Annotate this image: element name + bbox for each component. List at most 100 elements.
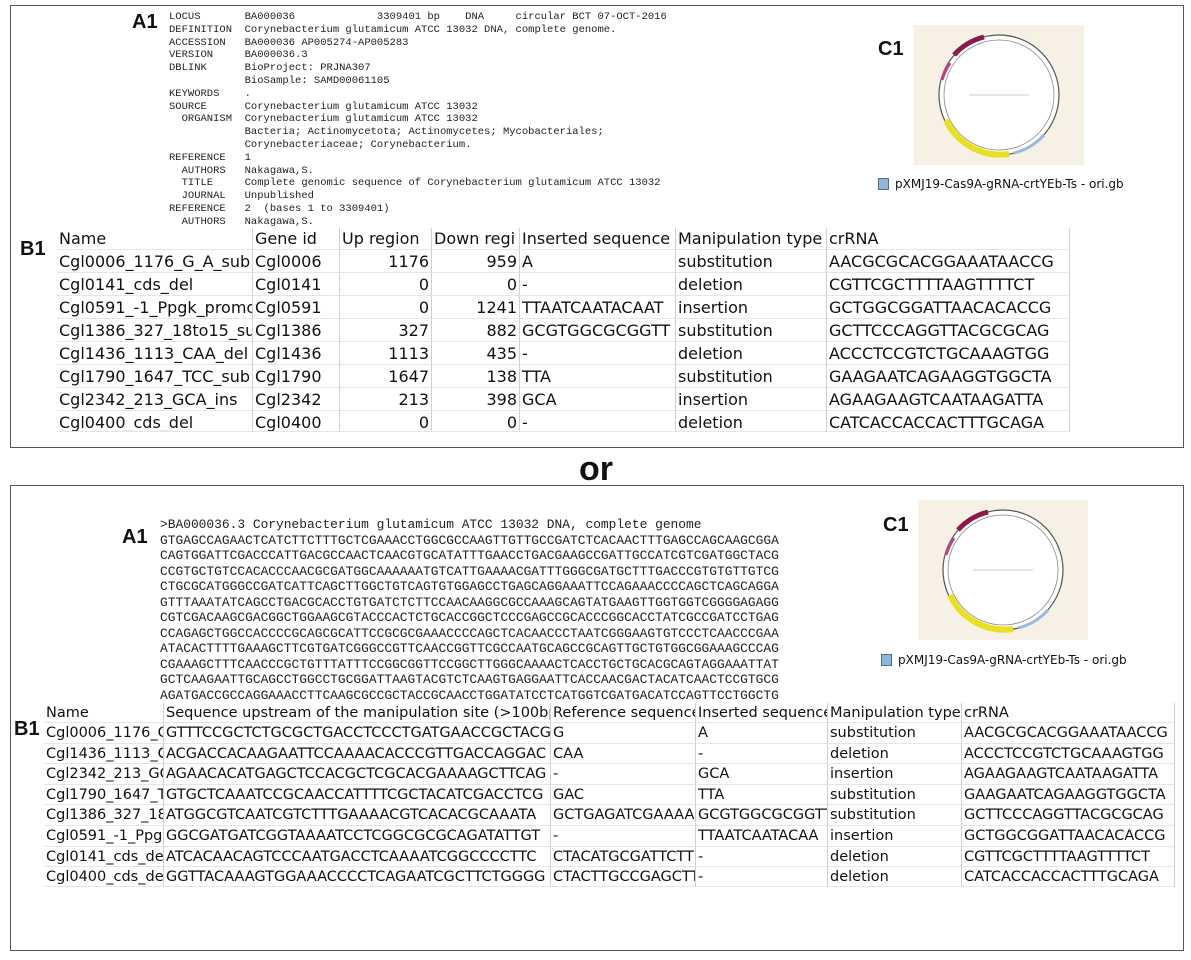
- plasmid-map: [918, 500, 1088, 640]
- table-header-cell: Down regi: [432, 228, 520, 250]
- table-cell: Cgl1386_327_18to15_sub: [57, 319, 253, 342]
- table-cell: deletion: [828, 743, 962, 765]
- table-cell: TTA: [696, 784, 828, 806]
- table-cell: deletion: [676, 411, 827, 432]
- table-cell: deletion: [828, 867, 962, 887]
- panel-box: [10, 5, 1184, 448]
- table-cell: 1113: [340, 342, 432, 365]
- table-header-cell: Name: [44, 703, 164, 723]
- table-cell: GAC: [551, 784, 696, 806]
- table-header-cell: Name: [57, 228, 253, 250]
- table-cell: ATCACAACAGTCCCAATGACCTCAAAATCGGCCCCTTC: [164, 846, 551, 868]
- table-cell: GGCGATGATCGGTAAAATCCTCGGCGCGCAGATATTGT: [164, 826, 551, 847]
- table-cell: GCTGGCGGATTAACACACCG: [827, 296, 1070, 319]
- sequence-text-line: CCGTGCTGTCCACACCCAACGCGATGGCAAAAAATGTCAT…: [160, 563, 779, 579]
- table-cell: 1241: [432, 296, 520, 319]
- table-cell: 435: [432, 342, 520, 365]
- table-cell: GGTTACAAAGTGGAAACCCCTCAGAATCGCTTCTGGGG: [164, 867, 551, 887]
- sequence-text-line: DBLINK BioProject: PRJNA307: [169, 62, 371, 75]
- table-cell: CGTTCGCTTTTAAGTTTTCT: [962, 846, 1175, 868]
- table-cell: 138: [432, 365, 520, 388]
- sequence-text-line: AUTHORS Nakagawa,S.: [169, 164, 314, 177]
- table-cell: Cgl1436_1113_CAA_del: [57, 342, 253, 365]
- table-cell: CGTTCGCTTTTAAGTTTTCT: [827, 273, 1070, 296]
- table-cell: substitution: [828, 784, 962, 806]
- table-cell: CATCACCACCACTTTGCAGA: [827, 411, 1070, 432]
- table-cell: insertion: [828, 826, 962, 847]
- table-cell: 0: [340, 273, 432, 296]
- table-cell: substitution: [676, 319, 827, 342]
- table-cell: 213: [340, 388, 432, 411]
- table-cell: Cgl0591: [253, 296, 340, 319]
- table-cell: Cgl0400_cds_del: [57, 411, 253, 432]
- table-cell: -: [696, 743, 828, 765]
- table-cell: insertion: [676, 388, 827, 411]
- table-header-cell: crRNA: [962, 703, 1175, 723]
- table-header-cell: Inserted sequence: [696, 703, 828, 723]
- table-cell: AGAACACATGAGCTCCACGCTCGCACGAAAAGCTTCAG: [164, 764, 551, 785]
- table-cell: deletion: [676, 342, 827, 365]
- sequence-text-line: ACCESSION BA000036 AP005274-AP005283: [169, 36, 409, 49]
- table-cell: Cgl0400: [253, 411, 340, 432]
- table-cell: Cgl0591_-1_Ppgk: [44, 826, 164, 847]
- sequence-text-line: REFERENCE 1: [169, 151, 251, 164]
- section-label: C1: [883, 514, 909, 536]
- table-cell: GCTGGCGGATTAACACACCG: [962, 826, 1175, 847]
- table-cell: Cgl0591_-1_Ppgk_promo: [57, 296, 253, 319]
- sequence-text-line: AGATGACCGCCAGGAAACCTTCAAGCGCCGCTACCGCAAC…: [160, 687, 779, 703]
- table-cell: AACGCGCACGGAAATAACCG: [827, 250, 1070, 273]
- file-icon: [878, 178, 889, 190]
- table-cell: insertion: [676, 296, 827, 319]
- table-cell: Cgl2342: [253, 388, 340, 411]
- table-cell: substitution: [676, 250, 827, 273]
- table-header-cell: crRNA: [827, 228, 1070, 250]
- table-cell: ATGGCGTCAATCGTCTTTGAAAACGTCACACGCAAATA: [164, 805, 551, 826]
- sequence-text-line: GTGAGCCAGAACTCATCTTCTTTGCTCGAAACCTGGCGCC…: [160, 532, 779, 548]
- file-icon: [881, 654, 892, 666]
- table-cell: Cgl0141_cds_del: [44, 846, 164, 868]
- table-cell: 327: [340, 319, 432, 342]
- table-cell: ACGACCACAAGAATTCCAAAACACCCGTTGACCAGGAC: [164, 743, 551, 765]
- table-cell: GCTGAGATCGAAAA: [551, 805, 696, 826]
- table-cell: GCA: [520, 388, 676, 411]
- table-header-cell: Sequence upstream of the manipulation si…: [164, 703, 551, 723]
- sequence-text-line: CTGCGCATGGGCCGATCATTCAGCTTGGCTGTCAGTGTGG…: [160, 579, 779, 594]
- table-cell: Cgl1790: [253, 365, 340, 388]
- table-cell: Cgl0006: [253, 250, 340, 273]
- sequence-text-line: VERSION BA000036.3: [169, 49, 308, 62]
- section-label: B1: [20, 238, 46, 260]
- table-cell: Cgl1436_1113_CA: [44, 743, 164, 765]
- table-cell: TTAATCAATACAAT: [520, 296, 676, 319]
- table-header-cell: Manipulation type: [676, 228, 827, 250]
- table-cell: -: [551, 764, 696, 785]
- table-cell: CTACATGCGATTCTT: [551, 846, 696, 868]
- table-cell: substitution: [676, 365, 827, 388]
- table-cell: Cgl2342_213_GCA_ins: [57, 388, 253, 411]
- table-cell: -: [696, 846, 828, 868]
- sequence-text-line: GTTTAAATATCAGCCTGACGCACCTGTGATCTCTTCCAAC…: [160, 594, 779, 610]
- table-cell: GCGTGGCGCGGTT: [696, 805, 828, 826]
- table-cell: Cgl2342_213_GC: [44, 764, 164, 785]
- table-cell: G: [551, 723, 696, 744]
- table-cell: A: [696, 723, 828, 744]
- table-cell: substitution: [828, 805, 962, 826]
- sequence-text-line: JOURNAL Unpublished: [169, 190, 314, 203]
- table-cell: ACCCTCCGTCTGCAAAGTGG: [962, 743, 1175, 765]
- panel-box: [10, 485, 1184, 951]
- table-cell: 1176: [340, 250, 432, 273]
- table-cell: TTA: [520, 365, 676, 388]
- table-cell: GTTTCCGCTCTGCGCTGACCTCCCTGATGAACCGCTACG: [164, 723, 551, 744]
- table-cell: Cgl1436: [253, 342, 340, 365]
- section-label: A1: [132, 11, 158, 33]
- table-cell: Cgl1386: [253, 319, 340, 342]
- table-cell: AACGCGCACGGAAATAACCG: [962, 723, 1175, 744]
- table-cell: 398: [432, 388, 520, 411]
- sequence-text-line: REFERENCE 2 (bases 1 to 3309401): [169, 203, 390, 215]
- table-cell: 882: [432, 319, 520, 342]
- sequence-text-line: SOURCE Corynebacterium glutamicum ATCC 1…: [169, 100, 478, 113]
- table-cell: Cgl1790_1647_TCC_sub: [57, 365, 253, 388]
- table-cell: deletion: [676, 273, 827, 296]
- table-header-cell: Reference sequence: [551, 703, 696, 723]
- table-cell: substitution: [828, 723, 962, 744]
